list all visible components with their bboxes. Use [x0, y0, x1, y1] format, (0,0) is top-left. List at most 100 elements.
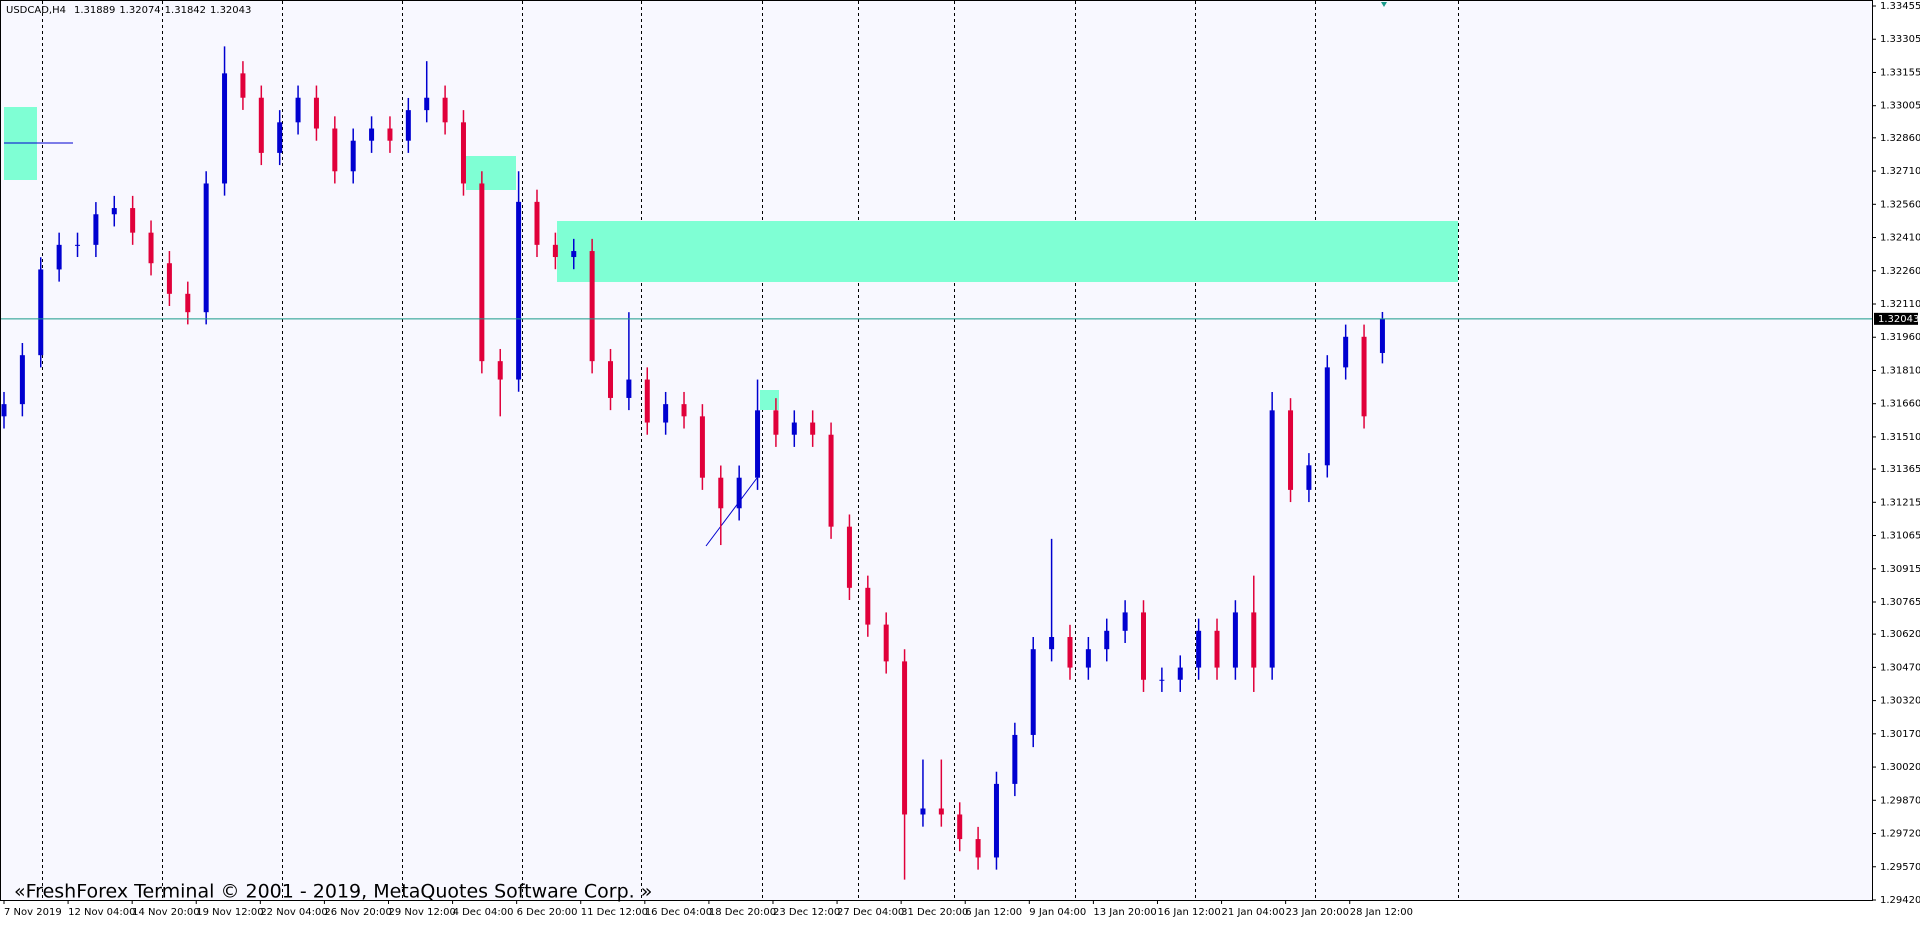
open: 1.31889: [74, 5, 115, 16]
candle-body: [19, 355, 25, 405]
y-tick-label: 1.33305: [1880, 34, 1920, 45]
y-tick-label: 1.32710: [1880, 166, 1920, 177]
price-box: [1874, 312, 1918, 325]
y-tick-label: 1.31215: [1880, 497, 1920, 508]
y-tick-label: 1.31510: [1880, 432, 1920, 443]
candle-body: [1379, 318, 1385, 353]
candle-body: [277, 122, 283, 153]
candle-body: [1343, 336, 1349, 368]
y-tick-label: 1.32110: [1880, 299, 1920, 310]
candle-body: [644, 379, 650, 423]
x-tick-label: 27 Dec 04:00: [837, 907, 904, 918]
candle-body: [1288, 410, 1294, 490]
candle-body: [589, 251, 595, 362]
candle-body: [442, 97, 448, 123]
candles: [1, 46, 1385, 880]
y-tick-label: 1.32860: [1880, 133, 1920, 144]
candle-body: [608, 361, 614, 398]
x-tick-label: 6 Jan 12:00: [965, 907, 1022, 918]
x-tick-label: 23 Jan 20:00: [1286, 907, 1349, 918]
candle-body: [957, 814, 963, 840]
candle-body: [1085, 649, 1091, 668]
candle-body: [1012, 734, 1018, 784]
header: USDCAD,H4 1.31889 1.32074 1.31842 1.32043: [6, 5, 251, 16]
x-tick-label: 4 Dec 04:00: [453, 907, 514, 918]
candle-body: [534, 201, 540, 245]
candle-body: [405, 110, 411, 141]
x-tick-label: 16 Jan 12:00: [1157, 907, 1220, 918]
candle-body: [516, 201, 522, 380]
candle-body: [130, 208, 136, 233]
candle-body: [1196, 630, 1202, 668]
candle-body: [755, 410, 761, 478]
candle-body: [1324, 367, 1330, 466]
candle-body: [1049, 637, 1055, 650]
y-tick-label: 1.33155: [1880, 67, 1920, 78]
candle-body: [846, 526, 852, 588]
x-tick-label: 7 Nov 2019: [4, 907, 62, 918]
y-tick-label: 1.31660: [1880, 399, 1920, 410]
y-tick-label: 1.32410: [1880, 233, 1920, 244]
y-tick-label: 1.31065: [1880, 531, 1920, 542]
candle-body: [626, 379, 632, 398]
candle-body: [1214, 630, 1220, 668]
candle-body: [975, 839, 981, 858]
candle-body: [460, 122, 466, 184]
y-tick-label: 1.30170: [1880, 729, 1920, 740]
zone: [557, 221, 1458, 282]
y-tick-label: 1.29720: [1880, 829, 1920, 840]
candle-body: [552, 244, 558, 258]
candle-body: [1306, 465, 1312, 490]
x-tick-label: 23 Dec 12:00: [773, 907, 840, 918]
candle-body: [38, 269, 44, 356]
candle-body: [902, 661, 908, 815]
trend-line: [705, 477, 758, 547]
candle-body: [369, 128, 375, 141]
y-tick-label: 1.30020: [1880, 762, 1920, 773]
candle-body: [148, 232, 154, 264]
candle-body: [791, 422, 797, 435]
x-tick-label: 29 Nov 12:00: [388, 907, 455, 918]
x-tick-label: 22 Nov 04:00: [260, 907, 327, 918]
candle-body: [1159, 679, 1165, 681]
candle-body: [424, 97, 430, 111]
candle-body: [1177, 667, 1183, 680]
candle-body: [56, 244, 62, 270]
y-tick-label: 1.33005: [1880, 101, 1920, 112]
x-tick-label: 31 Dec 20:00: [901, 907, 968, 918]
y-tick-label: 1.31960: [1880, 332, 1920, 343]
marker: [1381, 2, 1387, 7]
y-tick-label: 1.31810: [1880, 365, 1920, 376]
candle-body: [313, 97, 319, 129]
candle-body: [166, 263, 172, 294]
price-label: 1.32043: [1878, 314, 1919, 325]
candle-body: [1269, 410, 1275, 668]
x-tick-label: 9 Jan 04:00: [1029, 907, 1086, 918]
y-tick-label: 1.31365: [1880, 464, 1920, 475]
y-tick-label: 1.30320: [1880, 696, 1920, 707]
y-tick-label: 1.32560: [1880, 199, 1920, 210]
x-tick-label: 14 Nov 20:00: [132, 907, 199, 918]
low: 1.31842: [165, 5, 206, 16]
candle-body: [699, 416, 705, 478]
candle-body: [75, 244, 81, 246]
candle-body: [865, 587, 871, 625]
y-tick-label: 1.29570: [1880, 862, 1920, 873]
y-tick-label: 1.29420: [1880, 895, 1920, 906]
candle-body: [258, 97, 264, 153]
plot-area: [0, 0, 1873, 901]
candle-body: [1122, 612, 1128, 631]
x-tick-label: 19 Nov 12:00: [196, 907, 263, 918]
candle-body: [479, 183, 485, 362]
y-tick-label: 1.32260: [1880, 266, 1920, 277]
candle-body: [663, 404, 669, 423]
candle-body: [810, 422, 816, 435]
x-tick-label: 18 Dec 20:00: [709, 907, 776, 918]
candle-body: [718, 477, 724, 509]
candle-body: [295, 97, 301, 123]
candle-body: [920, 808, 926, 815]
x-tick-label: 16 Dec 04:00: [645, 907, 712, 918]
x-tick-label: 21 Jan 04:00: [1222, 907, 1285, 918]
y-tick-label: 1.33455: [1880, 1, 1920, 12]
x-tick-label: 13 Jan 20:00: [1093, 907, 1156, 918]
